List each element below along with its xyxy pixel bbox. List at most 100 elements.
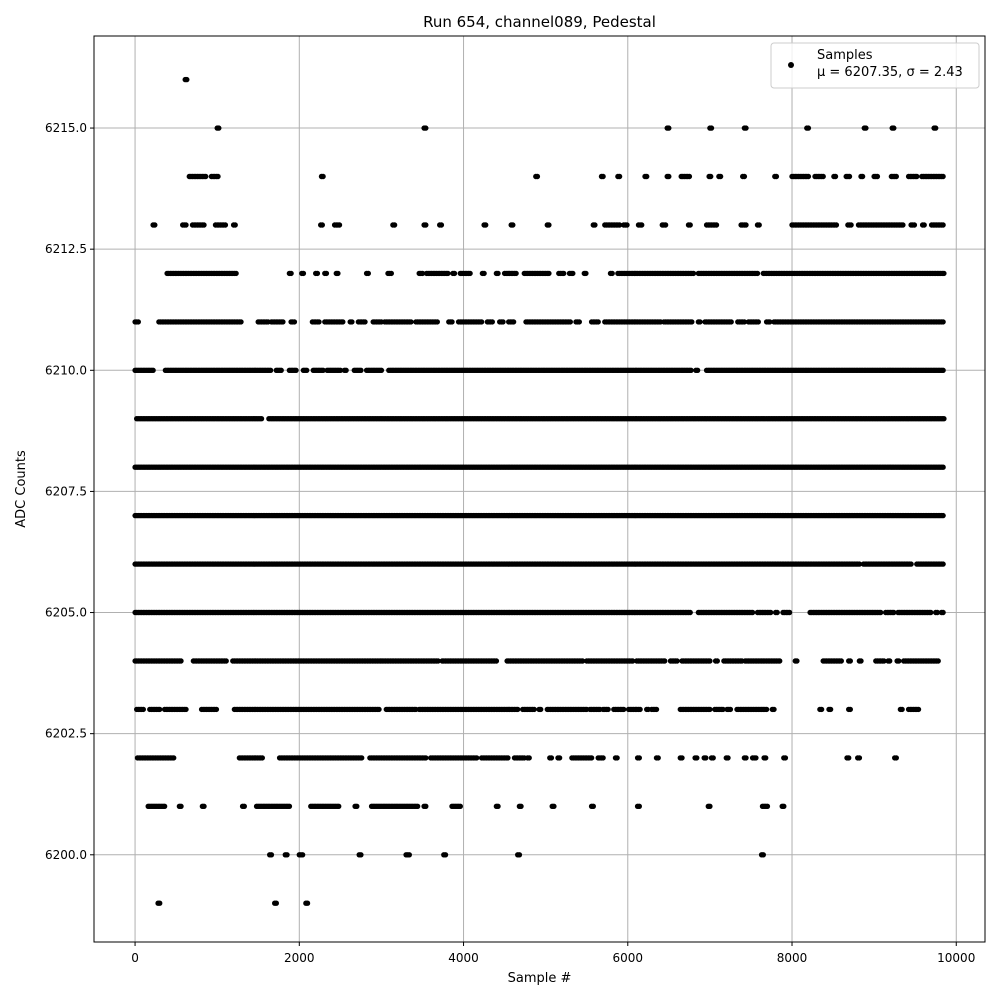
sample-point [157,901,162,906]
sample-point [689,319,694,324]
sample-point [743,222,748,227]
sample-point [875,174,880,179]
sample-point [458,804,463,809]
sample-point [546,222,551,227]
sample-point [449,319,454,324]
sample-point [300,852,305,857]
sample-point [863,125,868,130]
sample-point [908,561,913,566]
sample-point [757,222,762,227]
sample-point [848,222,853,227]
sample-point [260,755,265,760]
sample-point [662,658,667,663]
sample-point [538,707,543,712]
sample-point [914,174,919,179]
sample-point [941,416,946,421]
sample-point [933,125,938,130]
sample-point [928,610,933,615]
sample-point [900,222,905,227]
sample-point [600,755,605,760]
sample-point [527,755,532,760]
sample-point [293,368,298,373]
sample-point [517,852,522,857]
sample-point [407,852,412,857]
sample-point [141,707,146,712]
sample-point [756,319,761,324]
sample-point [644,174,649,179]
sample-point [764,707,769,712]
sample-point [592,222,597,227]
sample-point [940,174,945,179]
sample-point [343,368,348,373]
sample-point [940,513,945,518]
sample-point [315,271,320,276]
sample-point [637,755,642,760]
sample-point [494,658,499,663]
sample-point [847,174,852,179]
plot-area [94,36,985,942]
sample-point [878,610,883,615]
sample-point [292,319,297,324]
sample-point [269,852,274,857]
sample-point [136,319,141,324]
sample-point [695,368,700,373]
sample-point [201,804,206,809]
sample-point [624,222,629,227]
sample-point [637,804,642,809]
sample-point [761,852,766,857]
sample-point [940,319,945,324]
sample-point [833,174,838,179]
sample-point [794,658,799,663]
sample-point [439,222,444,227]
sample-point [500,319,505,324]
sample-point [549,755,554,760]
sample-point [150,368,155,373]
sample-point [481,271,486,276]
sample-point [568,319,573,324]
x-tick-label: 0 [131,951,139,965]
sample-point [379,368,384,373]
sample-point [688,222,693,227]
sample-point [284,852,289,857]
sample-point [806,174,811,179]
sample-point [610,271,615,276]
sample-point [708,174,713,179]
sample-point [551,804,556,809]
sample-point [916,707,921,712]
sample-point [828,707,833,712]
sample-point [617,174,622,179]
sample-point [233,271,238,276]
sample-point [320,222,325,227]
sample-point [899,707,904,712]
x-tick-label: 6000 [613,951,644,965]
sample-point [753,755,758,760]
sample-point [728,707,733,712]
sample-point [821,174,826,179]
sample-point [775,610,780,615]
sample-point [711,755,716,760]
sample-point [183,222,188,227]
sample-point [583,271,588,276]
sample-point [223,222,228,227]
sample-point [376,707,381,712]
sample-point [287,804,292,809]
sample-point [666,174,671,179]
sample-point [518,804,523,809]
sample-point [637,707,642,712]
sample-point [178,804,183,809]
sample-point [596,319,601,324]
x-tick-label: 4000 [448,951,479,965]
sample-point [183,707,188,712]
sample-point [787,610,792,615]
sample-point [679,755,684,760]
sample-point [777,658,782,663]
sample-point [694,755,699,760]
sample-point [894,174,899,179]
sample-point [763,755,768,760]
sample-point [505,755,510,760]
sample-point [162,804,167,809]
sample-point [697,319,702,324]
sample-point [259,416,264,421]
sample-point [707,658,712,663]
